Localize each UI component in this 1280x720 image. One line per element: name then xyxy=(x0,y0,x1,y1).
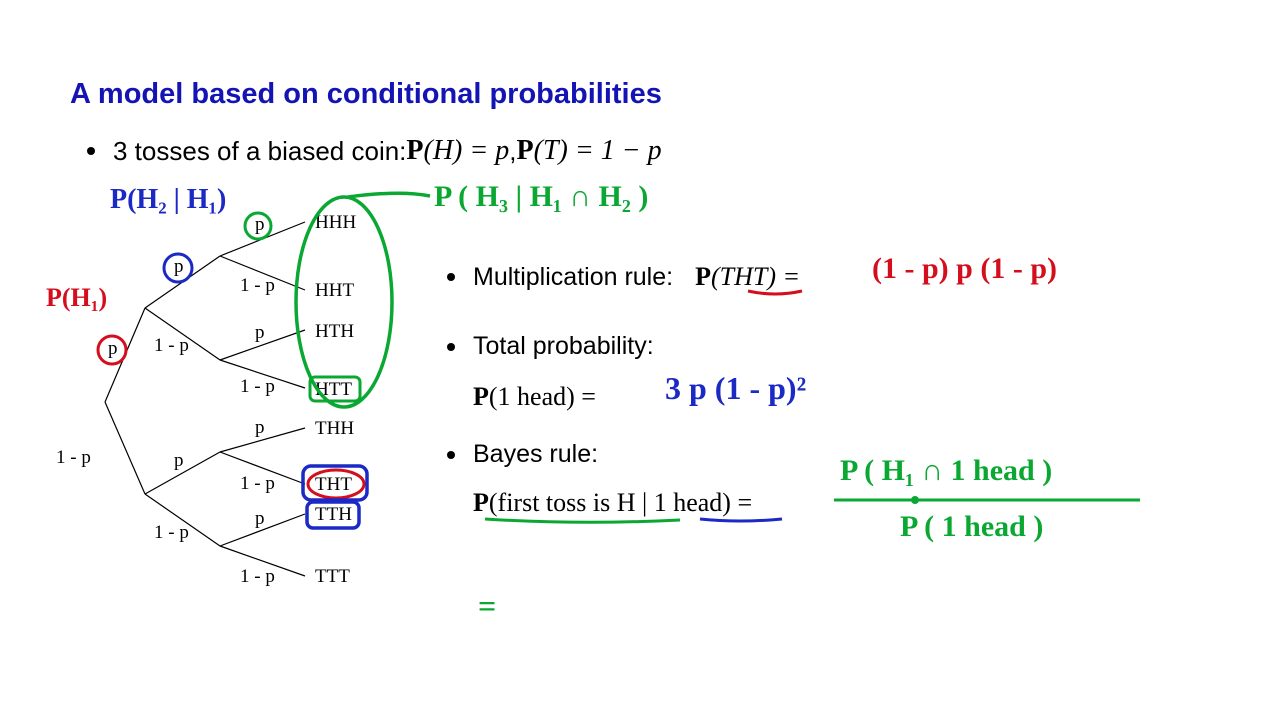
bullet-icon xyxy=(447,273,455,281)
edge-1mp: 1 - p xyxy=(56,447,91,468)
bullet-icon xyxy=(447,343,455,351)
edge-p: p xyxy=(255,322,265,343)
edge-p: p xyxy=(255,214,265,235)
bayes-den: P ( 1 head ) xyxy=(900,510,1043,544)
edge-1mp: 1 - p xyxy=(240,275,275,296)
bayes-expr: P(first toss is H | 1 head) = xyxy=(473,488,752,518)
edge-p: p xyxy=(255,508,265,529)
leaf-HTH: HTH xyxy=(315,321,354,342)
bayes-arg: (first toss is H | 1 head) = xyxy=(489,488,752,517)
mult-answer: (1 - p) p (1 - p) xyxy=(872,252,1057,286)
edge-p: p xyxy=(108,338,118,359)
edge-1mp: 1 - p xyxy=(240,566,275,587)
leaf-THH: THH xyxy=(315,418,354,439)
bayes-label: Bayes rule: xyxy=(473,440,598,469)
bayes-num: P ( H₁ ∩ 1 head ) xyxy=(840,454,1052,488)
edge-1mp: 1 - p xyxy=(240,376,275,397)
edge-p: p xyxy=(255,417,265,438)
leaf-TTH: TTH xyxy=(315,504,352,525)
annot-ph3h1h2: P ( H₃ | H₁ ∩ H₂ ) xyxy=(434,180,648,214)
edge-1mp: 1 - p xyxy=(240,473,275,494)
leaf-HTT: HTT xyxy=(315,379,352,400)
annot-ph2h1: P(H₂ | H₁) xyxy=(110,184,226,216)
total-label: Total probability: xyxy=(473,332,654,361)
bold-P: P xyxy=(695,262,711,291)
bayes-row-label: Bayes rule: xyxy=(447,440,598,469)
leaf-TTT: TTT xyxy=(315,566,350,587)
mult-expr: P(THT) = xyxy=(695,262,800,292)
leaf-HHT: HHT xyxy=(315,280,354,301)
edge-p: p xyxy=(174,256,184,277)
mult-arg: (THT) = xyxy=(711,262,800,291)
bold-P: P xyxy=(473,382,489,411)
annot-ph1: P(H₁) xyxy=(46,283,107,313)
leaf-HHH: HHH xyxy=(315,212,356,233)
bold-P: P xyxy=(473,488,489,517)
total-row-label: Total probability: xyxy=(447,332,654,361)
mult-label: Multiplication rule: xyxy=(473,263,673,292)
total-expr: P(1 head) = xyxy=(473,382,596,412)
edge-p: p xyxy=(174,450,184,471)
total-answer: 3 p (1 - p)² xyxy=(665,370,806,407)
leaf-THT: THT xyxy=(315,474,352,495)
equals-sign: = xyxy=(478,588,496,625)
mult-row: Multiplication rule: P(THT) = xyxy=(447,262,800,292)
bullet-icon xyxy=(447,451,455,459)
total-arg: (1 head) = xyxy=(489,382,596,411)
edge-1mp: 1 - p xyxy=(154,335,189,356)
edge-1mp: 1 - p xyxy=(154,522,189,543)
